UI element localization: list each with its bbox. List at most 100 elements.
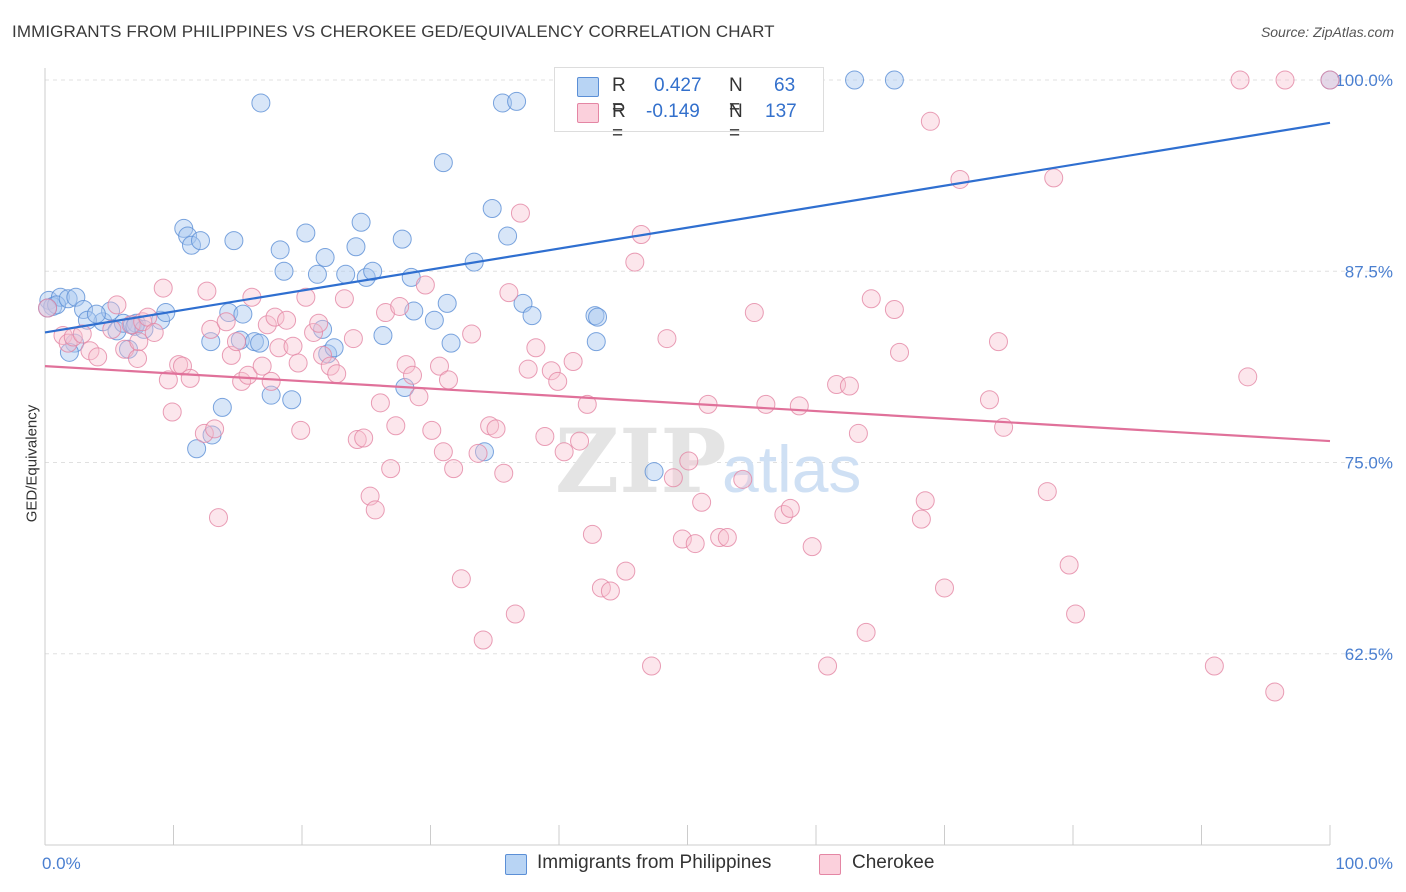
cherokee-point xyxy=(789,396,809,416)
cherokee-point xyxy=(381,459,401,479)
philippines-point xyxy=(315,247,335,267)
cherokee-point xyxy=(313,345,333,365)
philippines-point xyxy=(346,237,366,257)
cherokee-point xyxy=(386,416,406,436)
cherokee-point xyxy=(277,310,297,330)
philippines-trend-line xyxy=(44,121,1331,334)
philippines-point xyxy=(482,199,502,219)
philippines-point xyxy=(261,385,281,405)
cherokee-point xyxy=(663,468,683,488)
philippines-point xyxy=(181,235,201,255)
cherokee-point xyxy=(128,348,148,368)
cherokee-point xyxy=(911,509,931,529)
cherokee-point xyxy=(194,423,214,443)
cherokee-point xyxy=(802,537,822,557)
cherokee-point xyxy=(121,315,141,335)
cherokee-point xyxy=(205,419,225,439)
cherokee-point xyxy=(733,469,753,489)
cherokee-point xyxy=(563,352,583,372)
cherokee-point xyxy=(1275,70,1295,90)
cherokee-point xyxy=(935,578,954,598)
philippines-point xyxy=(336,264,356,284)
cherokee-point xyxy=(208,508,228,528)
philippines-point xyxy=(492,93,512,113)
cherokee-point xyxy=(848,423,868,443)
cherokee-point xyxy=(327,364,347,384)
cherokee-point xyxy=(920,111,940,131)
cherokee-point xyxy=(518,359,538,379)
cherokee-point xyxy=(468,443,488,463)
legend-r-label: R = xyxy=(612,101,626,144)
cherokee-point xyxy=(541,361,561,381)
watermark-atlas: atlas xyxy=(722,432,861,506)
cherokee-point xyxy=(1204,656,1224,676)
cherokee-point xyxy=(376,303,396,323)
x-tick-label: 100.0% xyxy=(1335,854,1393,873)
cherokee-point xyxy=(979,390,999,410)
philippines-point xyxy=(178,226,198,246)
cherokee-point xyxy=(257,315,277,335)
cherokee-point xyxy=(856,622,876,642)
cherokee-point xyxy=(107,295,127,315)
y-tick-label: 87.5% xyxy=(1345,262,1393,281)
philippines-point xyxy=(588,307,608,327)
legend-n-value: 63 xyxy=(774,75,796,96)
cherokee-point xyxy=(201,319,221,339)
philippines-point xyxy=(270,240,290,260)
source-label: Source: ZipAtlas.com xyxy=(1260,24,1394,40)
x-tick-label: 0.0% xyxy=(42,854,81,873)
cherokee-point xyxy=(88,347,108,367)
cherokee-point xyxy=(309,313,329,333)
philippines-point xyxy=(586,332,606,352)
philippines-point xyxy=(424,310,444,330)
cherokee-point xyxy=(38,298,58,318)
philippines-point xyxy=(324,338,344,358)
cherokee-point xyxy=(554,442,574,462)
philippines-point xyxy=(433,153,453,173)
philippines-point xyxy=(351,212,371,232)
cherokee-point xyxy=(679,451,699,471)
cherokee-point xyxy=(1037,482,1057,502)
philippines-point xyxy=(212,397,232,417)
cherokee-point xyxy=(1238,367,1258,387)
bottom-legend-swatch-cherokee xyxy=(819,854,841,875)
cherokee-point xyxy=(780,498,800,518)
cherokee-point xyxy=(570,431,590,451)
cherokee-point xyxy=(304,322,324,342)
philippines-point xyxy=(404,301,424,321)
legend-swatch-cherokee xyxy=(577,103,599,123)
cherokee-point xyxy=(320,356,340,376)
philippines-point xyxy=(644,462,664,482)
legend-n-value: 137 xyxy=(765,101,797,122)
cherokee-point xyxy=(494,463,514,483)
cherokee-point xyxy=(269,338,289,358)
legend-r-label: R = xyxy=(612,75,626,118)
legend-n-label: N = xyxy=(729,75,743,118)
legend-r-value: 0.427 xyxy=(654,75,702,96)
philippines-point xyxy=(498,226,518,246)
cherokee-point xyxy=(505,604,525,624)
cherokee-point xyxy=(288,353,308,373)
cherokee-point xyxy=(616,561,636,581)
philippines-point xyxy=(74,300,94,319)
cherokee-point xyxy=(162,402,182,422)
cherokee-point xyxy=(672,529,692,549)
philippines-point xyxy=(58,289,78,309)
philippines-point xyxy=(474,442,494,462)
cherokee-point xyxy=(261,371,281,391)
philippines-point xyxy=(134,319,154,339)
philippines-point xyxy=(86,304,106,324)
cherokee-point xyxy=(486,419,506,439)
cherokee-point xyxy=(334,289,354,309)
cherokee-point xyxy=(354,428,374,448)
cherokee-point xyxy=(692,492,712,512)
philippines-point xyxy=(392,229,412,249)
philippines-point xyxy=(884,70,904,90)
y-tick-label: 100.0% xyxy=(1335,71,1393,90)
philippines-point xyxy=(66,287,86,307)
philippines-point xyxy=(233,304,253,324)
cherokee-point xyxy=(625,252,645,272)
cherokee-point xyxy=(535,426,555,446)
cherokee-point xyxy=(129,332,149,352)
